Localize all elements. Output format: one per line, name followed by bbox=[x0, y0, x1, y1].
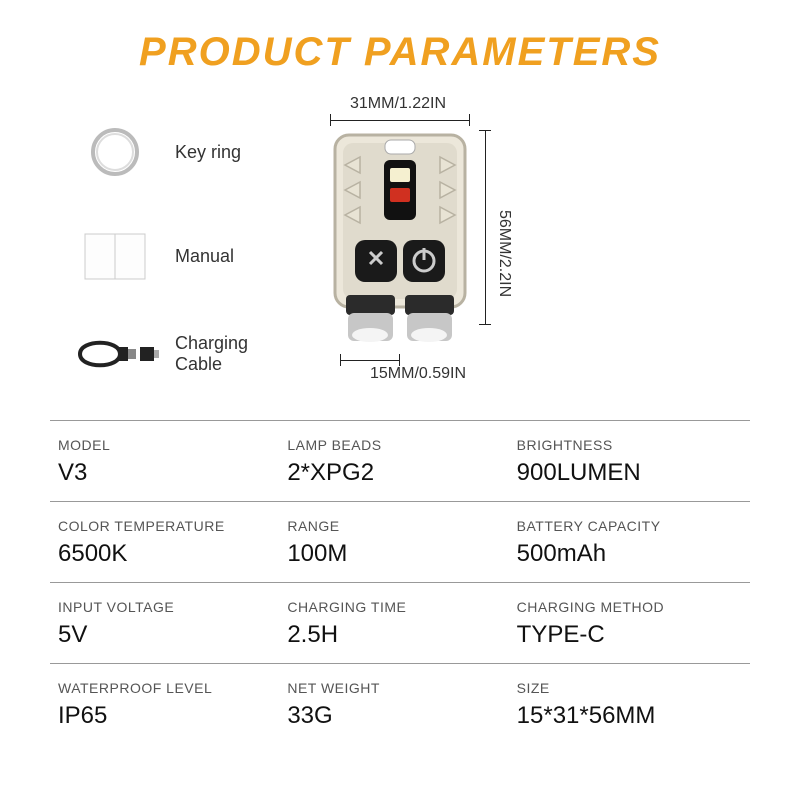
accessory-cable: Charging Cable bbox=[70, 333, 290, 375]
spec-label: WATERPROOF LEVEL bbox=[58, 680, 287, 696]
cable-icon bbox=[70, 334, 160, 374]
specs-table: MODEL V3 LAMP BEADS 2*XPG2 BRIGHTNESS 900LU… bbox=[50, 420, 750, 744]
spec-label: BRIGHTNESS bbox=[517, 437, 746, 453]
spec-label: CHARGING METHOD bbox=[517, 599, 746, 615]
spec-label: NET WEIGHT bbox=[287, 680, 516, 696]
manual-icon bbox=[70, 229, 160, 284]
accessory-label: Manual bbox=[175, 246, 234, 267]
dimension-width-label: 31MM/1.22IN bbox=[350, 95, 446, 113]
spec-value: 33G bbox=[287, 702, 516, 730]
spec-label: COLOR TEMPERATURE bbox=[58, 518, 287, 534]
top-section: Key ring Manual Charging Ca bbox=[70, 100, 730, 400]
spec-value: 5V bbox=[58, 621, 287, 649]
table-row: INPUT VOLTAGE 5V CHARGING TIME 2.5H CHARGI… bbox=[50, 582, 750, 663]
dimension-height-label: 56MM/2.2IN bbox=[495, 210, 513, 297]
spec-label: CHARGING TIME bbox=[287, 599, 516, 615]
accessory-label: Key ring bbox=[175, 142, 241, 163]
accessory-label: Charging Cable bbox=[175, 333, 290, 375]
spec-label: LAMP BEADS bbox=[287, 437, 516, 453]
product-illustration bbox=[330, 130, 470, 345]
dimension-depth-label: 15MM/0.59IN bbox=[370, 365, 466, 383]
spec-value: 6500K bbox=[58, 540, 287, 568]
spec-label: SIZE bbox=[517, 680, 746, 696]
spec-label: RANGE bbox=[287, 518, 516, 534]
accessory-keyring: Key ring bbox=[70, 125, 290, 180]
accessory-manual: Manual bbox=[70, 229, 290, 284]
spec-value: 500mAh bbox=[517, 540, 746, 568]
spec-value: TYPE-C bbox=[517, 621, 746, 649]
table-row: MODEL V3 LAMP BEADS 2*XPG2 BRIGHTNESS 900LU… bbox=[50, 420, 750, 501]
table-row: COLOR TEMPERATURE 6500K RANGE 100M BATTERY… bbox=[50, 501, 750, 582]
spec-label: MODEL bbox=[58, 437, 287, 453]
spec-value: 2.5H bbox=[287, 621, 516, 649]
product-dimension-diagram: 31MM/1.22IN 56MM/2.2IN 15MM/0.59IN bbox=[290, 100, 630, 400]
spec-value: 15*31*56MM bbox=[517, 702, 746, 730]
spec-label: INPUT VOLTAGE bbox=[58, 599, 287, 615]
spec-value: 100M bbox=[287, 540, 516, 568]
accessories-column: Key ring Manual Charging Ca bbox=[70, 100, 290, 400]
spec-value: 900LUMEN bbox=[517, 459, 746, 487]
spec-value: 2*XPG2 bbox=[287, 459, 516, 487]
keyring-icon bbox=[70, 125, 160, 180]
page-title: PRODUCT PARAMETERS bbox=[50, 30, 750, 75]
table-row: WATERPROOF LEVEL IP65 NET WEIGHT 33G SIZE 1… bbox=[50, 663, 750, 744]
spec-value: V3 bbox=[58, 459, 287, 487]
spec-label: BATTERY CAPACITY bbox=[517, 518, 746, 534]
spec-value: IP65 bbox=[58, 702, 287, 730]
